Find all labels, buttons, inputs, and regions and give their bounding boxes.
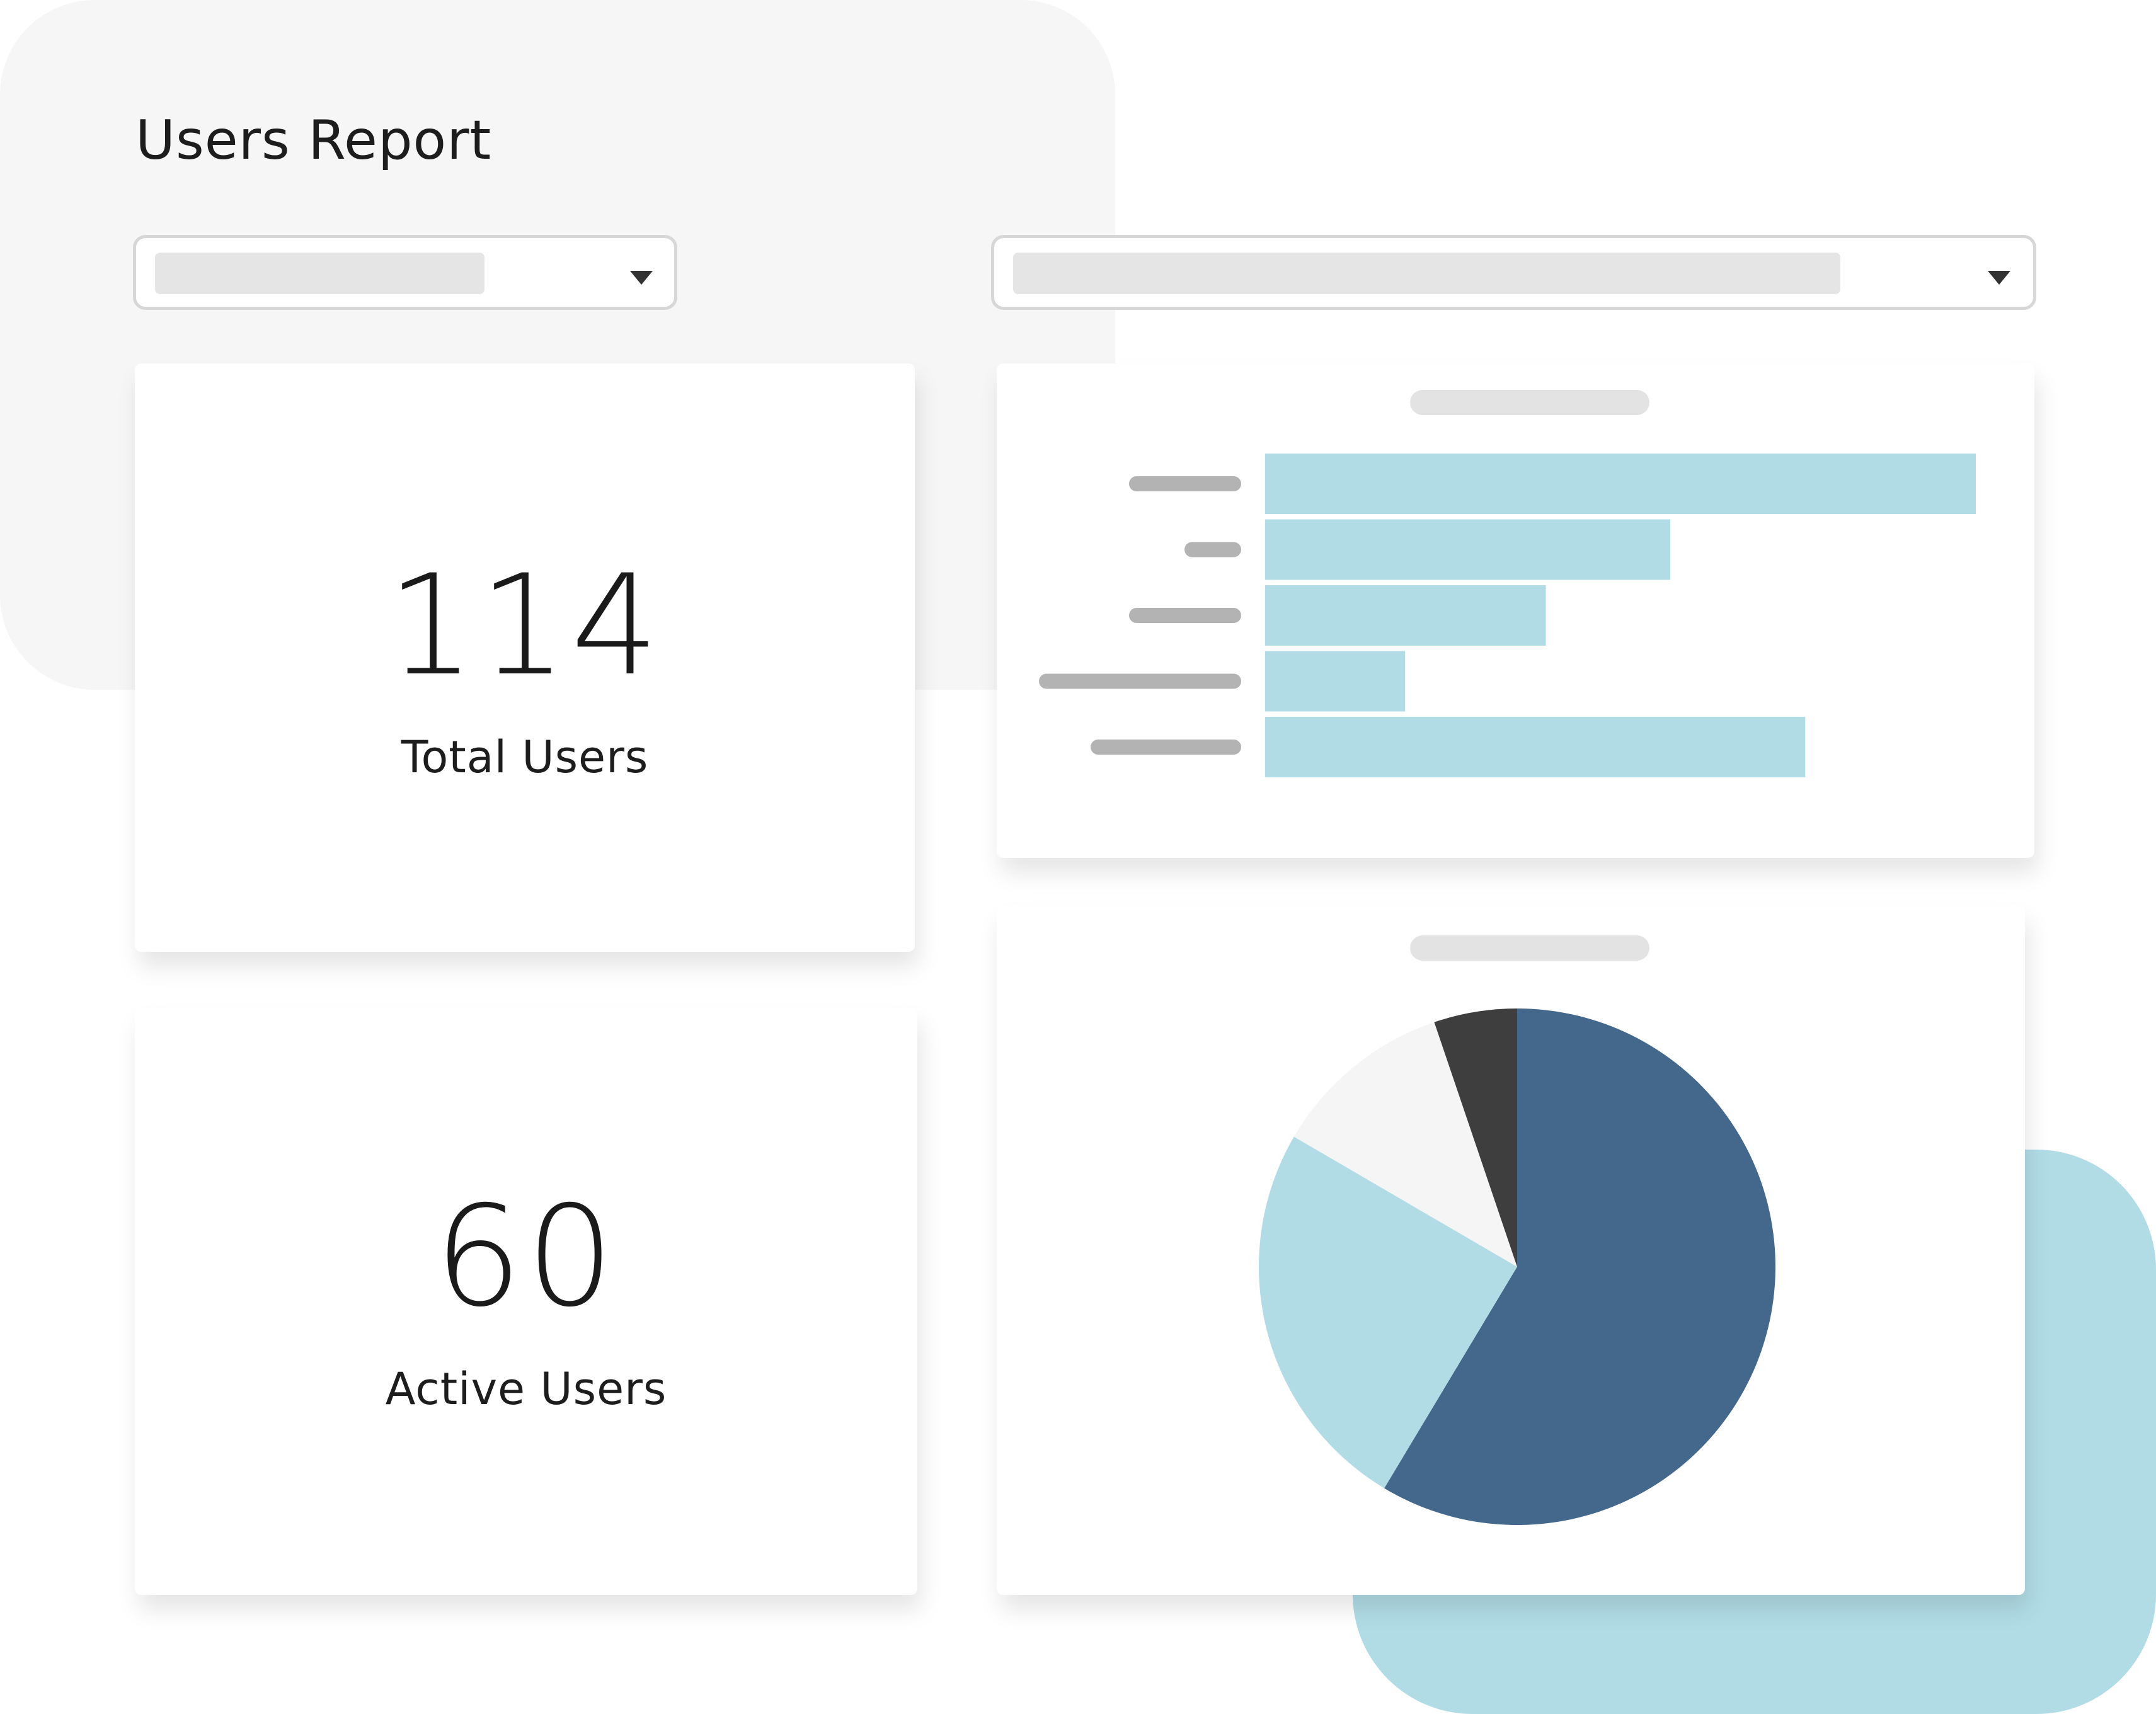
page-title: Users Report bbox=[135, 109, 492, 172]
filter-dropdown-2[interactable] bbox=[991, 235, 2036, 310]
bar-label-placeholder bbox=[1039, 673, 1241, 689]
dropdown-value-placeholder bbox=[155, 253, 485, 294]
pie-slice bbox=[1259, 1136, 1517, 1488]
caret-down-icon bbox=[630, 271, 653, 285]
bar bbox=[1265, 454, 1976, 514]
bar-label-placeholder bbox=[1129, 476, 1241, 491]
chart-title-placeholder bbox=[1410, 935, 1649, 961]
bar-label-placeholder bbox=[1129, 608, 1241, 623]
filter-dropdown-1[interactable] bbox=[133, 235, 677, 310]
total-users-value: 114 bbox=[387, 545, 663, 706]
active-users-value: 60 bbox=[434, 1176, 618, 1337]
active-users-label: Active Users bbox=[385, 1363, 667, 1415]
caret-down-icon bbox=[1988, 271, 2010, 285]
pie-chart-card bbox=[997, 906, 2025, 1595]
active-users-card: 60 Active Users bbox=[135, 1008, 917, 1595]
bar bbox=[1265, 717, 1806, 777]
bar-chart bbox=[1039, 454, 1976, 777]
pie-slice bbox=[1293, 1022, 1517, 1267]
bar bbox=[1265, 585, 1546, 646]
pie-slice bbox=[1434, 1008, 1517, 1267]
bar-label-placeholder bbox=[1184, 542, 1241, 557]
total-users-label: Total Users bbox=[401, 731, 649, 783]
pie-slice bbox=[1384, 1008, 1775, 1525]
bar bbox=[1265, 651, 1406, 712]
total-users-card: 114 Total Users bbox=[135, 363, 915, 952]
dropdown-value-placeholder bbox=[1013, 253, 1840, 294]
pie-chart bbox=[1259, 1008, 1775, 1525]
bar-label-placeholder bbox=[1091, 740, 1241, 755]
bar bbox=[1265, 519, 1670, 580]
bar-chart-card bbox=[997, 363, 2034, 858]
chart-title-placeholder bbox=[1410, 390, 1649, 415]
